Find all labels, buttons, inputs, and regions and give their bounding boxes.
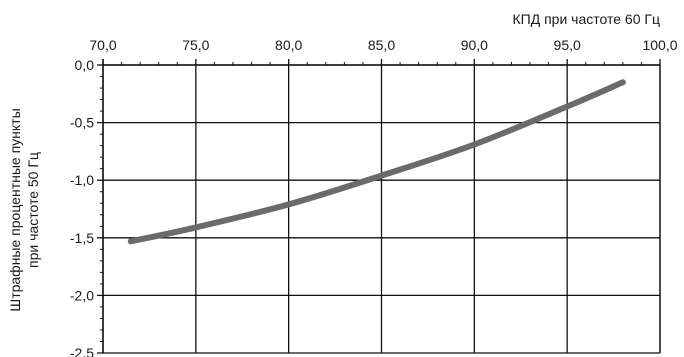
x-tick-label: 90,0 xyxy=(461,37,488,53)
x-tick-label: 80,0 xyxy=(275,37,302,53)
x-tick-label: 100,0 xyxy=(642,37,677,53)
x-tick-label: 75,0 xyxy=(182,37,209,53)
axes xyxy=(97,59,661,354)
x-axis-title: КПД при частоте 60 Гц xyxy=(513,11,660,27)
series-line xyxy=(127,79,626,245)
series-layer xyxy=(127,79,626,245)
y-tick-label: -1,5 xyxy=(70,230,94,246)
y-tick-label: -0,5 xyxy=(70,115,94,131)
y-tick-label: 0,0 xyxy=(75,57,95,73)
grid-lines xyxy=(102,64,661,354)
y-axis-title-line-1: Штрафные процентные пункты xyxy=(7,108,23,311)
y-tick-label: -2,5 xyxy=(70,345,94,357)
y-axis-title-line-2: при частоте 50 Гц xyxy=(25,152,41,268)
tick-labels: 70,0 75,0 80,0 85,0 90,0 95,0 100,0 0,0 -0,5 -1,0… xyxy=(70,37,678,357)
x-tick-label: 70,0 xyxy=(89,37,116,53)
x-tick-label: 95,0 xyxy=(554,37,581,53)
y-tick-label: -2,0 xyxy=(70,287,94,303)
x-tick-label: 85,0 xyxy=(368,37,395,53)
y-tick-label: -1,0 xyxy=(70,172,94,188)
